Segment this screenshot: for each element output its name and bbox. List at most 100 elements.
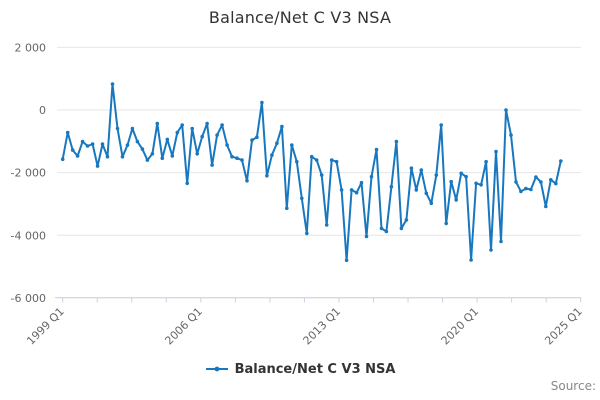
data-point-marker [115,126,120,131]
data-point-marker [464,174,468,179]
data-point-marker [255,135,259,139]
data-point-marker [170,154,175,158]
data-point-marker [150,152,155,156]
data-point-marker [250,138,254,142]
data-point-marker [324,223,329,227]
data-point-marker [359,180,364,185]
data-point-marker [474,181,478,186]
data-point-marker [454,198,459,202]
data-point-marker [419,168,424,172]
data-point-marker [509,133,513,137]
data-point-marker [305,231,309,236]
data-point-marker [210,163,214,167]
data-point-marker [309,154,314,159]
data-point-marker [449,179,454,184]
data-point-marker [220,123,224,127]
data-point-marker [280,124,284,129]
data-point-marker [559,159,563,163]
data-point-marker [205,121,209,126]
data-point-marker [235,156,239,160]
data-point-marker [434,173,439,177]
data-point-marker [379,226,384,231]
data-point-marker [344,258,349,263]
data-point-marker [120,154,125,159]
data-point-marker [190,126,194,131]
data-point-marker [484,159,488,164]
data-point-marker [554,181,558,186]
data-point-marker [285,206,289,211]
x-axis-tick-label: 2006 Q1 [162,305,205,348]
x-axis-tick-label: 2013 Q1 [301,305,344,348]
data-point-marker [260,100,264,105]
data-point-marker [314,158,319,162]
y-axis-tick-label: -4 000 [11,229,46,242]
data-point-marker [155,121,160,126]
data-point-marker [424,191,429,196]
data-point-marker [494,149,498,154]
data-point-marker [240,158,244,162]
x-axis-labels: 1999 Q1 2006 Q1 2013 Q1 2020 Q1 2025 Q1 [24,305,585,348]
data-point-marker [140,147,145,151]
data-point-marker [499,239,503,244]
data-point-marker [160,156,165,160]
data-point-marker [404,218,409,222]
data-point-marker [270,153,274,157]
series-balance-line[interactable] [60,82,563,263]
data-point-marker [70,148,75,152]
data-point-marker [215,133,219,137]
x-axis-tick-label: 1999 Q1 [24,305,67,348]
data-point-marker [265,174,269,178]
data-point-marker [534,175,538,179]
data-point-marker [394,139,399,144]
data-point-marker [275,141,279,145]
x-axis-tick-label: 2025 Q1 [542,305,585,348]
y-axis-labels: 2 000 0 -2 000 -4 000 -6 000 [11,41,46,305]
data-point-marker [135,139,140,144]
data-point-marker [175,130,180,135]
data-point-marker [429,201,434,206]
data-point-marker [444,221,449,226]
data-point-marker [60,157,65,161]
y-axis-tick-label: 2 000 [15,41,47,54]
data-point-marker [125,143,130,147]
legend-item[interactable]: Balance/Net C V3 NSA [0,360,600,378]
data-point-marker [329,158,334,162]
data-point-marker [399,226,404,231]
data-point-marker [80,139,85,144]
data-point-marker [504,108,508,112]
data-point-marker [180,123,184,127]
data-point-marker [339,188,344,192]
data-point-marker [319,173,324,177]
data-point-marker [479,183,483,187]
data-point-marker [95,164,100,168]
data-point-marker [334,159,339,164]
x-axis [55,297,582,303]
data-point-marker [544,204,548,209]
data-point-marker [145,158,150,162]
data-point-marker [354,190,359,195]
data-point-marker [295,159,299,164]
data-point-marker [185,181,189,186]
data-point-marker [290,143,294,147]
source-label: Source: [550,379,596,393]
data-point-marker [519,189,523,194]
data-point-marker [409,166,414,170]
data-point-marker [469,258,473,262]
gridlines [57,46,581,299]
x-axis-tick-label: 2020 Q1 [439,305,482,348]
data-point-marker [529,187,533,192]
data-point-marker [439,123,444,127]
data-point-marker [300,196,304,201]
data-point-marker [90,142,95,146]
data-point-marker [549,178,553,182]
data-point-marker [459,171,464,176]
data-point-marker [514,180,518,184]
y-axis-tick-label: -6 000 [11,292,46,305]
data-point-marker [105,154,110,159]
data-point-marker [100,142,105,146]
data-point-marker [245,179,249,183]
data-point-marker [110,82,115,86]
y-axis-tick-label: -2 000 [11,167,46,180]
